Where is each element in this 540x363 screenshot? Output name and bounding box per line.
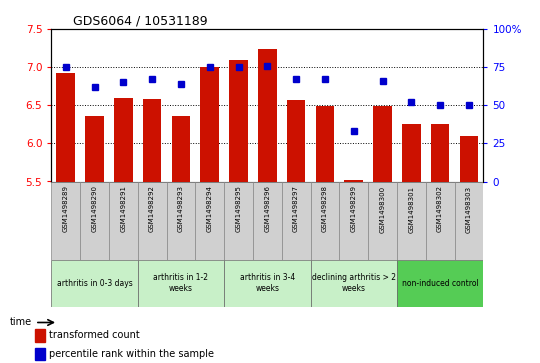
Text: GSM1498291: GSM1498291 (120, 185, 126, 232)
Bar (80, 182, 109, 260)
Text: arthritis in 0-3 days: arthritis in 0-3 days (57, 279, 132, 287)
Text: GSM1498303: GSM1498303 (466, 185, 472, 233)
Text: declining arthritis > 2
weeks: declining arthritis > 2 weeks (312, 273, 396, 293)
Bar (229, 60, 248, 182)
Text: GDS6064 / 10531189: GDS6064 / 10531189 (73, 15, 207, 28)
Bar (224, 260, 310, 307)
Bar (345, 180, 363, 182)
Text: GSM1498301: GSM1498301 (408, 185, 414, 233)
Text: transformed count: transformed count (49, 330, 140, 340)
Bar (114, 98, 133, 182)
Bar (310, 182, 339, 260)
Bar (51, 260, 138, 307)
Text: GSM1498292: GSM1498292 (149, 185, 155, 232)
Bar (426, 182, 455, 260)
Text: GSM1498295: GSM1498295 (235, 185, 241, 232)
Bar (339, 182, 368, 260)
Bar (315, 106, 334, 182)
Text: GSM1498290: GSM1498290 (91, 185, 98, 232)
Bar (402, 123, 421, 182)
Text: arthritis in 3-4
weeks: arthritis in 3-4 weeks (240, 273, 295, 293)
Text: GSM1498294: GSM1498294 (207, 185, 213, 232)
Text: time: time (10, 318, 32, 327)
Text: GSM1498299: GSM1498299 (350, 185, 357, 232)
Bar (195, 182, 224, 260)
Text: GSM1498298: GSM1498298 (322, 185, 328, 232)
Bar (143, 99, 161, 182)
Bar (109, 182, 138, 260)
Text: GSM1498293: GSM1498293 (178, 185, 184, 232)
Text: GSM1498296: GSM1498296 (264, 185, 271, 232)
Bar (373, 106, 392, 182)
Bar (397, 182, 426, 260)
Text: percentile rank within the sample: percentile rank within the sample (49, 349, 214, 359)
Bar (282, 182, 310, 260)
Bar (166, 182, 195, 260)
Bar (431, 123, 449, 182)
Text: GSM1498289: GSM1498289 (63, 185, 69, 232)
Text: GSM1498302: GSM1498302 (437, 185, 443, 232)
Bar (310, 260, 397, 307)
Bar (138, 182, 166, 260)
Bar (397, 260, 483, 307)
Bar (368, 182, 397, 260)
Bar (51, 182, 80, 260)
Bar (172, 116, 190, 182)
Text: arthritis in 1-2
weeks: arthritis in 1-2 weeks (153, 273, 208, 293)
Bar (224, 182, 253, 260)
Bar (287, 100, 306, 182)
Bar (35, 329, 45, 342)
Text: GSM1498300: GSM1498300 (380, 185, 386, 233)
Bar (200, 67, 219, 182)
Bar (253, 182, 282, 260)
Bar (138, 260, 224, 307)
Bar (460, 136, 478, 182)
Text: non-induced control: non-induced control (402, 279, 478, 287)
Bar (455, 182, 483, 260)
Bar (258, 49, 276, 182)
Text: GSM1498297: GSM1498297 (293, 185, 299, 232)
Bar (35, 348, 45, 360)
Bar (85, 116, 104, 182)
Bar (56, 73, 75, 182)
